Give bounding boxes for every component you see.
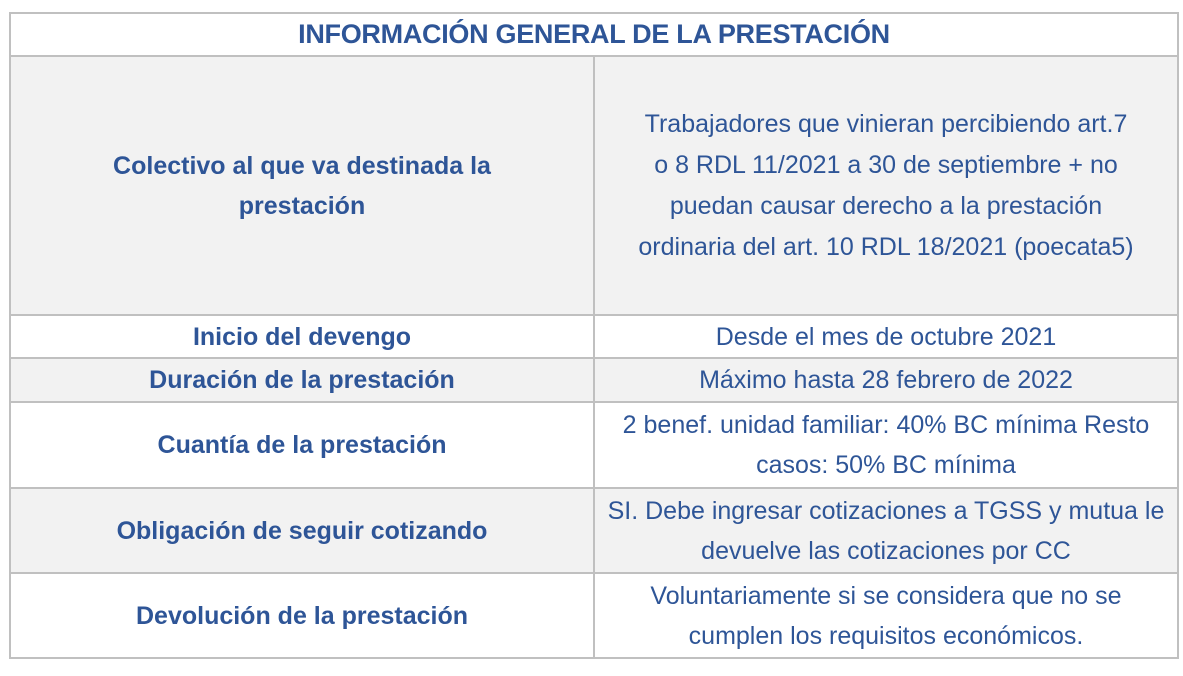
table-row: Obligación de seguir cotizando SI. Debe … xyxy=(9,487,1179,574)
table-row: Cuantía de la prestación 2 benef. unidad… xyxy=(9,401,1179,489)
row-label: Colectivo al que va destinada la prestac… xyxy=(9,55,595,316)
row-value: Máximo hasta 28 febrero de 2022 xyxy=(593,357,1179,403)
row-value: SI. Debe ingresar cotizaciones a TGSS y … xyxy=(593,487,1179,574)
row-label: Obligación de seguir cotizando xyxy=(9,487,595,574)
row-label: Devolución de la prestación xyxy=(9,572,595,659)
row-value: Trabajadores que vinieran percibiendo ar… xyxy=(593,55,1179,316)
benefit-info-table: INFORMACIÓN GENERAL DE LA PRESTACIÓN Col… xyxy=(9,12,1179,659)
table-row: Devolución de la prestación Voluntariame… xyxy=(9,572,1179,659)
row-label: Cuantía de la prestación xyxy=(9,401,595,489)
table-row: Inicio del devengo Desde el mes de octub… xyxy=(9,314,1179,359)
row-label: Duración de la prestación xyxy=(9,357,595,403)
row-value: Voluntariamente si se considera que no s… xyxy=(593,572,1179,659)
row-value: 2 benef. unidad familiar: 40% BC mínima … xyxy=(593,401,1179,489)
table-row: Duración de la prestación Máximo hasta 2… xyxy=(9,357,1179,403)
row-label: Inicio del devengo xyxy=(9,314,595,359)
table-title: INFORMACIÓN GENERAL DE LA PRESTACIÓN xyxy=(9,12,1179,57)
row-value: Desde el mes de octubre 2021 xyxy=(593,314,1179,359)
table-row: Colectivo al que va destinada la prestac… xyxy=(9,55,1179,316)
